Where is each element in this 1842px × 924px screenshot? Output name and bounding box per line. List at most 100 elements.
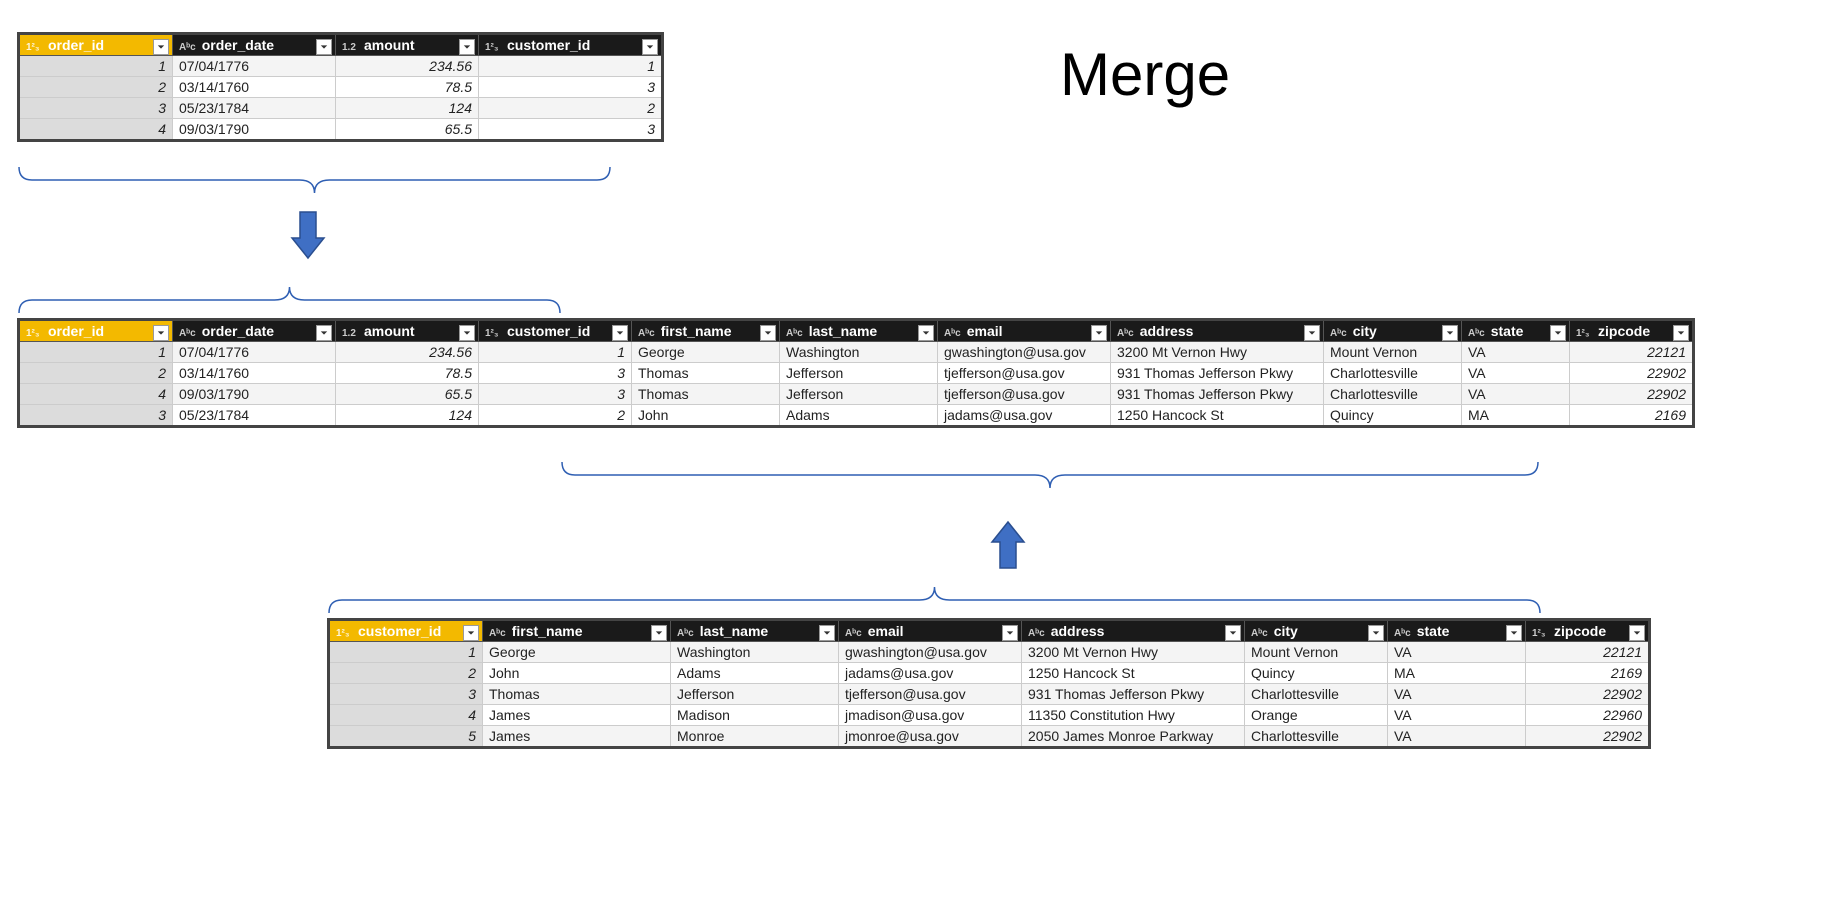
column-header-first_name[interactable]: Aᵇcfirst_name bbox=[483, 620, 671, 642]
cell-state: VA bbox=[1388, 705, 1526, 726]
column-filter-dropdown[interactable] bbox=[651, 625, 667, 641]
type-icon: 1.2 bbox=[342, 328, 358, 339]
column-filter-dropdown[interactable] bbox=[760, 325, 776, 341]
table-row[interactable]: 3ThomasJeffersontjefferson@usa.gov931 Th… bbox=[329, 684, 1650, 705]
column-header-address[interactable]: Aᵇcaddress bbox=[1022, 620, 1245, 642]
column-header-label: email bbox=[868, 623, 904, 639]
table-row[interactable]: 1GeorgeWashingtongwashington@usa.gov3200… bbox=[329, 642, 1650, 663]
cell-customer_id: 3 bbox=[479, 119, 663, 141]
column-header-order_id[interactable]: 1²₃order_id bbox=[19, 320, 173, 342]
cell-customer_id: 2 bbox=[479, 405, 632, 427]
column-header-zipcode[interactable]: 1²₃zipcode bbox=[1526, 620, 1650, 642]
cell-zipcode: 22121 bbox=[1526, 642, 1650, 663]
column-header-city[interactable]: Aᵇccity bbox=[1245, 620, 1388, 642]
cell-address: 11350 Constitution Hwy bbox=[1022, 705, 1245, 726]
column-header-address[interactable]: Aᵇcaddress bbox=[1111, 320, 1324, 342]
column-header-label: amount bbox=[364, 37, 415, 53]
column-header-amount[interactable]: 1.2amount bbox=[336, 34, 479, 56]
cell-city: Charlottesville bbox=[1324, 363, 1462, 384]
cell-first_name: George bbox=[483, 642, 671, 663]
cell-address: 931 Thomas Jefferson Pkwy bbox=[1022, 684, 1245, 705]
column-header-customer_id[interactable]: 1²₃customer_id bbox=[479, 34, 663, 56]
column-header-city[interactable]: Aᵇccity bbox=[1324, 320, 1462, 342]
column-header-amount[interactable]: 1.2amount bbox=[336, 320, 479, 342]
column-filter-dropdown[interactable] bbox=[1550, 325, 1566, 341]
cell-customer_id: 5 bbox=[329, 726, 483, 748]
table-row[interactable]: 4JamesMadisonjmadison@usa.gov11350 Const… bbox=[329, 705, 1650, 726]
cell-email: tjefferson@usa.gov bbox=[938, 384, 1111, 405]
cell-order_date: 05/23/1784 bbox=[173, 98, 336, 119]
column-filter-dropdown[interactable] bbox=[1304, 325, 1320, 341]
table-row[interactable]: 203/14/176078.53 bbox=[19, 77, 663, 98]
table-row[interactable]: 409/03/179065.53ThomasJeffersontjefferso… bbox=[19, 384, 1694, 405]
column-filter-dropdown[interactable] bbox=[1629, 625, 1645, 641]
table-row[interactable]: 2JohnAdamsjadams@usa.gov1250 Hancock StQ… bbox=[329, 663, 1650, 684]
column-filter-dropdown[interactable] bbox=[1002, 625, 1018, 641]
cell-address: 2050 James Monroe Parkway bbox=[1022, 726, 1245, 748]
column-filter-dropdown[interactable] bbox=[1091, 325, 1107, 341]
cell-state: MA bbox=[1388, 663, 1526, 684]
column-header-zipcode[interactable]: 1²₃zipcode bbox=[1570, 320, 1694, 342]
column-filter-dropdown[interactable] bbox=[459, 39, 475, 55]
cell-first_name: Thomas bbox=[632, 384, 780, 405]
table-row[interactable]: 305/23/17841242 bbox=[19, 98, 663, 119]
type-icon: Aᵇc bbox=[677, 628, 694, 639]
column-filter-dropdown[interactable] bbox=[153, 325, 169, 341]
cell-city: Charlottesville bbox=[1245, 726, 1388, 748]
cell-customer_id: 4 bbox=[329, 705, 483, 726]
column-filter-dropdown[interactable] bbox=[153, 39, 169, 55]
cell-customer_id: 3 bbox=[479, 384, 632, 405]
column-header-label: customer_id bbox=[507, 323, 590, 339]
cell-address: 3200 Mt Vernon Hwy bbox=[1022, 642, 1245, 663]
column-header-label: first_name bbox=[661, 323, 732, 339]
column-header-customer_id[interactable]: 1²₃customer_id bbox=[479, 320, 632, 342]
cell-order_id: 1 bbox=[19, 342, 173, 363]
column-header-order_date[interactable]: Aᵇcorder_date bbox=[173, 320, 336, 342]
cell-state: MA bbox=[1462, 405, 1570, 427]
cell-city: Charlottesville bbox=[1245, 684, 1388, 705]
column-filter-dropdown[interactable] bbox=[459, 325, 475, 341]
cell-order_id: 1 bbox=[19, 56, 173, 77]
column-header-label: last_name bbox=[700, 623, 768, 639]
column-filter-dropdown[interactable] bbox=[463, 625, 479, 641]
column-filter-dropdown[interactable] bbox=[612, 325, 628, 341]
column-filter-dropdown[interactable] bbox=[316, 325, 332, 341]
column-header-email[interactable]: Aᵇcemail bbox=[938, 320, 1111, 342]
cell-address: 3200 Mt Vernon Hwy bbox=[1111, 342, 1324, 363]
column-header-order_date[interactable]: Aᵇcorder_date bbox=[173, 34, 336, 56]
cell-state: VA bbox=[1388, 642, 1526, 663]
column-header-customer_id[interactable]: 1²₃customer_id bbox=[329, 620, 483, 642]
cell-amount: 78.5 bbox=[336, 363, 479, 384]
cell-address: 1250 Hancock St bbox=[1022, 663, 1245, 684]
cell-city: Charlottesville bbox=[1324, 384, 1462, 405]
column-header-state[interactable]: Aᵇcstate bbox=[1462, 320, 1570, 342]
type-icon: Aᵇc bbox=[638, 328, 655, 339]
column-filter-dropdown[interactable] bbox=[1225, 625, 1241, 641]
column-filter-dropdown[interactable] bbox=[1506, 625, 1522, 641]
column-header-email[interactable]: Aᵇcemail bbox=[839, 620, 1022, 642]
table-row[interactable]: 409/03/179065.53 bbox=[19, 119, 663, 141]
column-header-order_id[interactable]: 1²₃order_id bbox=[19, 34, 173, 56]
column-filter-dropdown[interactable] bbox=[1368, 625, 1384, 641]
column-header-last_name[interactable]: Aᵇc last_name bbox=[671, 620, 839, 642]
column-filter-dropdown[interactable] bbox=[1442, 325, 1458, 341]
cell-city: Orange bbox=[1245, 705, 1388, 726]
table-row[interactable]: 107/04/1776234.561GeorgeWashingtongwashi… bbox=[19, 342, 1694, 363]
column-header-last_name[interactable]: Aᵇclast_name bbox=[780, 320, 938, 342]
table-row[interactable]: 5JamesMonroejmonroe@usa.gov2050 James Mo… bbox=[329, 726, 1650, 748]
column-filter-dropdown[interactable] bbox=[819, 625, 835, 641]
table-row[interactable]: 305/23/17841242JohnAdamsjadams@usa.gov12… bbox=[19, 405, 1694, 427]
cell-amount: 234.56 bbox=[336, 342, 479, 363]
table-row[interactable]: 107/04/1776234.561 bbox=[19, 56, 663, 77]
column-filter-dropdown[interactable] bbox=[918, 325, 934, 341]
column-header-first_name[interactable]: Aᵇc first_name bbox=[632, 320, 780, 342]
cell-email: gwashington@usa.gov bbox=[839, 642, 1022, 663]
column-filter-dropdown[interactable] bbox=[316, 39, 332, 55]
cell-order_id: 4 bbox=[19, 384, 173, 405]
cell-last_name: Washington bbox=[780, 342, 938, 363]
column-filter-dropdown[interactable] bbox=[1673, 325, 1689, 341]
column-filter-dropdown[interactable] bbox=[642, 39, 658, 55]
cell-last_name: Adams bbox=[671, 663, 839, 684]
column-header-state[interactable]: Aᵇcstate bbox=[1388, 620, 1526, 642]
table-row[interactable]: 203/14/176078.53ThomasJeffersontjefferso… bbox=[19, 363, 1694, 384]
